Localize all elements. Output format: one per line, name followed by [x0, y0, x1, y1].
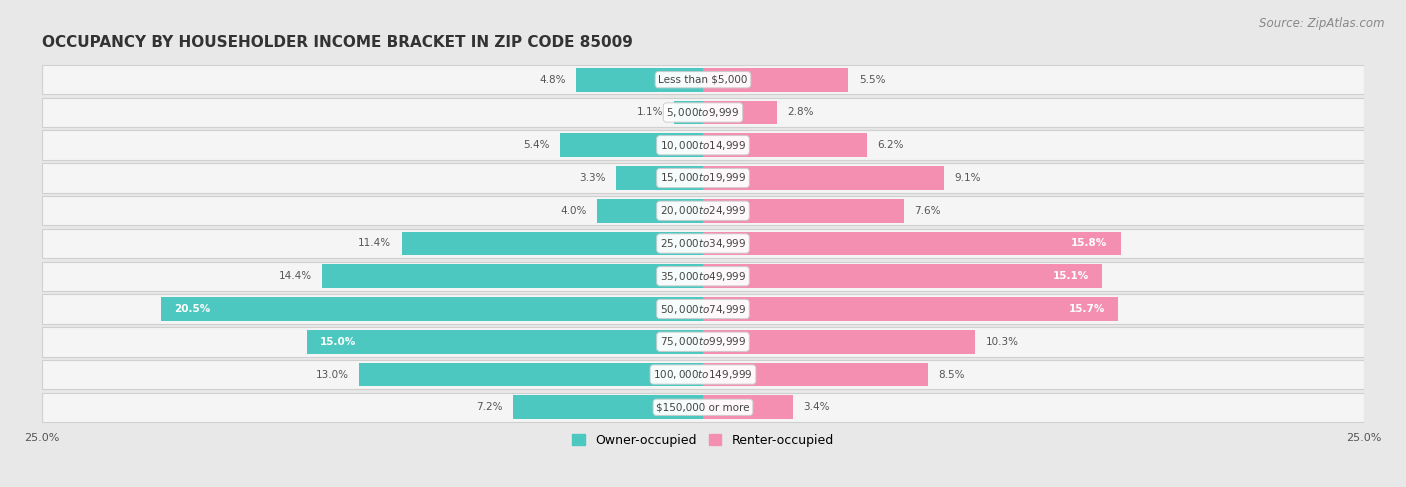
Text: 4.0%: 4.0%: [561, 206, 586, 216]
Bar: [576, 68, 703, 92]
Bar: [42, 196, 1364, 225]
Text: OCCUPANCY BY HOUSEHOLDER INCOME BRACKET IN ZIP CODE 85009: OCCUPANCY BY HOUSEHOLDER INCOME BRACKET …: [42, 36, 633, 50]
Text: 14.4%: 14.4%: [278, 271, 312, 281]
Text: 4.8%: 4.8%: [538, 75, 565, 85]
Text: 5.4%: 5.4%: [523, 140, 550, 150]
Bar: [322, 264, 703, 288]
Text: $100,000 to $149,999: $100,000 to $149,999: [654, 368, 752, 381]
Bar: [42, 393, 1364, 422]
Bar: [42, 98, 1364, 127]
Text: Source: ZipAtlas.com: Source: ZipAtlas.com: [1260, 17, 1385, 30]
Text: 13.0%: 13.0%: [316, 370, 349, 379]
Text: 8.5%: 8.5%: [938, 370, 965, 379]
Bar: [703, 264, 1102, 288]
Bar: [703, 232, 1121, 255]
Text: 3.4%: 3.4%: [803, 402, 830, 412]
Text: 15.7%: 15.7%: [1069, 304, 1105, 314]
Bar: [42, 262, 1364, 291]
Text: 1.1%: 1.1%: [637, 108, 664, 117]
Bar: [513, 395, 703, 419]
Text: Less than $5,000: Less than $5,000: [658, 75, 748, 85]
Text: $50,000 to $74,999: $50,000 to $74,999: [659, 302, 747, 316]
Bar: [703, 133, 868, 157]
Text: 15.8%: 15.8%: [1071, 239, 1108, 248]
Text: 5.5%: 5.5%: [859, 75, 886, 85]
Bar: [42, 327, 1364, 356]
Bar: [560, 133, 703, 157]
Text: $15,000 to $19,999: $15,000 to $19,999: [659, 171, 747, 185]
Bar: [307, 330, 703, 354]
Text: 3.3%: 3.3%: [579, 173, 605, 183]
Bar: [42, 229, 1364, 258]
Bar: [703, 68, 848, 92]
Bar: [42, 65, 1364, 94]
Text: 7.6%: 7.6%: [914, 206, 941, 216]
Text: 6.2%: 6.2%: [877, 140, 904, 150]
Text: 2.8%: 2.8%: [787, 108, 814, 117]
Text: 20.5%: 20.5%: [174, 304, 211, 314]
Bar: [42, 163, 1364, 193]
Text: $25,000 to $34,999: $25,000 to $34,999: [659, 237, 747, 250]
Bar: [703, 363, 928, 386]
Text: 9.1%: 9.1%: [955, 173, 980, 183]
Text: $75,000 to $99,999: $75,000 to $99,999: [659, 335, 747, 348]
Text: 11.4%: 11.4%: [359, 239, 391, 248]
Bar: [703, 101, 778, 124]
Text: $20,000 to $24,999: $20,000 to $24,999: [659, 204, 747, 217]
Bar: [703, 330, 976, 354]
Bar: [42, 294, 1364, 324]
Bar: [673, 101, 703, 124]
Bar: [703, 199, 904, 223]
Text: $35,000 to $49,999: $35,000 to $49,999: [659, 270, 747, 283]
Bar: [598, 199, 703, 223]
Text: 15.0%: 15.0%: [319, 337, 356, 347]
Bar: [42, 131, 1364, 160]
Bar: [616, 166, 703, 190]
Legend: Owner-occupied, Renter-occupied: Owner-occupied, Renter-occupied: [568, 429, 838, 452]
Bar: [42, 360, 1364, 389]
Text: 10.3%: 10.3%: [986, 337, 1019, 347]
Bar: [402, 232, 703, 255]
Bar: [703, 166, 943, 190]
Text: 15.1%: 15.1%: [1053, 271, 1088, 281]
Bar: [703, 297, 1118, 321]
Text: $10,000 to $14,999: $10,000 to $14,999: [659, 139, 747, 152]
Bar: [703, 395, 793, 419]
Bar: [162, 297, 703, 321]
Text: 7.2%: 7.2%: [475, 402, 502, 412]
Text: $5,000 to $9,999: $5,000 to $9,999: [666, 106, 740, 119]
Text: $150,000 or more: $150,000 or more: [657, 402, 749, 412]
Bar: [360, 363, 703, 386]
